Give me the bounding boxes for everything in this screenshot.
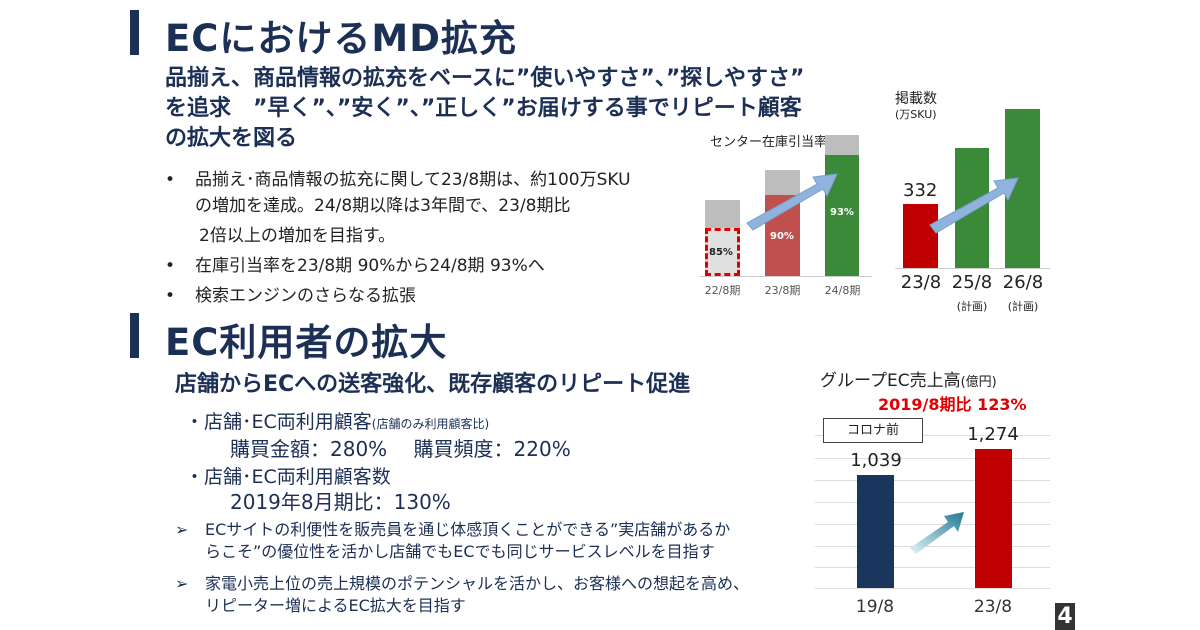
chart3-xlabel: 23/8 [973, 597, 1013, 617]
chart1-label: 85% [709, 247, 733, 258]
chart2-sublabel: (計画) [956, 300, 988, 313]
gridline [815, 502, 1050, 503]
lead-line: 品揃え、商品情報の拡充をベースに”使いやすさ”、”探しやすさ” [165, 66, 805, 91]
chart2-xlabel: 25/8 [951, 272, 993, 293]
chart2-axis [895, 268, 1050, 269]
customer-item: ・店舗･EC両利用顧客(店舗のみ利用顧客比) 購買金額：280% 購買頻度：22… [185, 410, 571, 462]
growth-arrow-icon [910, 512, 964, 554]
lead-line: を追求 ”早く”、”安く”、”正しく”お届けする事でリピート顧客 [165, 96, 802, 121]
bullet-line: の増加を達成。24/8期以降は3年間で、23/8期比 [195, 196, 571, 216]
section1-lead: 品揃え、商品情報の拡充をベースに”使いやすさ”、”探しやすさ” を追求 ”早く”… [165, 64, 805, 154]
bullet-line: 検索エンジンのさらなる拡張 [195, 286, 416, 306]
arrow-bullet-icon: ➢ [175, 520, 189, 539]
chart1-xlabel: 23/8期 [764, 284, 801, 297]
customer-item: ・店舗･EC両利用顧客数 2019年8月期比：130% [185, 465, 451, 515]
chart3-bar-23-8 [975, 449, 1012, 588]
section1-title: ECにおけるMD拡充 [165, 17, 517, 60]
arrow-bullet-icon: ➢ [175, 574, 189, 593]
bullet-item: • 在庫引当率を23/8期 90%から24/8期 93%へ [165, 253, 631, 279]
bullet-line: 在庫引当率を23/8期 90%から24/8期 93%へ [195, 256, 545, 276]
chart2-unit: (万SKU) [895, 108, 937, 121]
chart2-xlabel: 26/8 [1002, 272, 1044, 293]
chart3-value: 1,274 [967, 424, 1019, 445]
chart1-bar-bg [825, 135, 859, 155]
chart2-sublabel: (計画) [1007, 300, 1039, 313]
chart3-bar-19-8 [857, 475, 894, 588]
chart1-xlabel: 22/8期 [704, 284, 741, 297]
gridline [815, 588, 1050, 589]
arrow-line: リピーター増によるEC拡大を目指す [205, 596, 466, 615]
gridline [815, 435, 1050, 436]
chart1-xlabel: 24/8期 [824, 284, 861, 297]
arrow-line: 家電小売上位の売上規模のポテンシャルを活かし、お客様への想起を高め、 [205, 574, 750, 593]
chart2-bar-23-8 [903, 204, 938, 268]
section-marker [130, 313, 139, 358]
chart1-bar-bg [705, 200, 740, 228]
bullet-item: • 検索エンジンのさらなる拡張 [165, 283, 631, 309]
gridline [815, 567, 1050, 568]
chart2-title: 掲載数 [895, 91, 937, 107]
section-marker [130, 10, 139, 55]
item-note: (店舗のみ利用顧客比) [371, 417, 490, 431]
growth-arrow-icon [929, 177, 1019, 234]
chart1-bar-22-8 [705, 228, 740, 276]
gridline [815, 524, 1050, 525]
lead-line: の拡大を図る [165, 126, 298, 151]
bullet-item: • 品揃え･商品情報の拡充に関して23/8期は、約100万SKU の増加を達成。… [165, 167, 631, 249]
item-value: 2019年8月期比：130% [230, 490, 451, 514]
arrow-item: ➢ ECサイトの利便性を販売員を通じ体感頂くことができる”実店舗があるか らこそ… [175, 519, 730, 563]
chart3-title: グループEC売上高(億円) [820, 366, 997, 391]
chart1-bar-bg [765, 170, 800, 195]
chart3-title-text: グループEC売上高 [820, 371, 961, 391]
chart3-unit: (億円) [960, 375, 997, 390]
section2-lead: 店舗からECへの送客強化、既存顧客のリピート促進 [175, 372, 691, 397]
chart1-label: 90% [770, 231, 794, 242]
arrow-line: ECサイトの利便性を販売員を通じ体感頂くことができる”実店舗があるか [205, 520, 731, 539]
gridline [815, 546, 1050, 547]
chart1-axis [700, 276, 872, 277]
annotation-box: コロナ前 [823, 418, 923, 443]
chart1-label: 93% [830, 207, 854, 218]
chart3-xlabel: 19/8 [855, 597, 895, 617]
section1-bullets: • 品揃え･商品情報の拡充に関して23/8期は、約100万SKU の増加を達成。… [165, 167, 631, 309]
bullet-line: 品揃え･商品情報の拡充に関して23/8期は、約100万SKU [195, 170, 631, 190]
chart1-title: センター在庫引当率 [710, 135, 828, 150]
item-head: ・店舗･EC両利用顧客 [185, 411, 372, 433]
chart2-label: 332 [903, 180, 938, 201]
section2-title: EC利用者の拡大 [165, 321, 448, 364]
chart3-subtitle: 2019/8期比 123% [878, 395, 1027, 414]
chart2-xlabel: 23/8 [900, 272, 942, 293]
gridline [815, 458, 1050, 459]
page-number: 4 [1055, 603, 1075, 630]
chart3-value: 1,039 [850, 450, 902, 471]
arrow-line: らこそ”の優位性を活かし店舗でもECでも同じサービスレベルを目指す [205, 542, 715, 561]
growth-arrow-icon [746, 173, 838, 231]
arrow-item: ➢ 家電小売上位の売上規模のポテンシャルを活かし、お客様への想起を高め、 リピー… [175, 573, 749, 617]
gridline [815, 480, 1050, 481]
item-value: 購買金額：280% 購買頻度：220% [230, 437, 571, 461]
item-head: ・店舗･EC両利用顧客数 [185, 466, 391, 488]
bullet-line: 2倍以上の増加を目指す。 [199, 226, 396, 246]
